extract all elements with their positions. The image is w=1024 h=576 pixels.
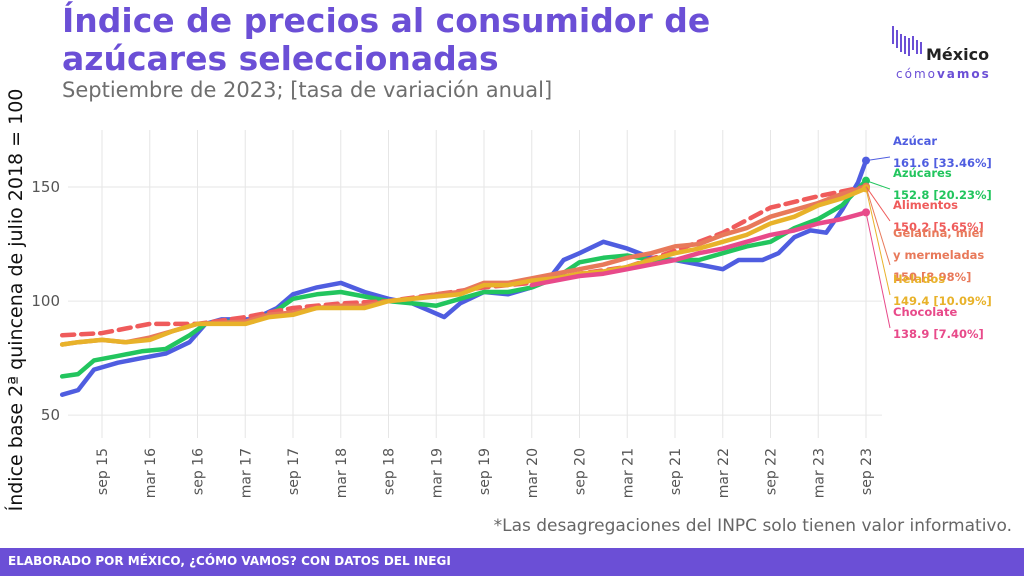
series-name-label: Alimentos [893,198,958,212]
y-tick-label: 100 [31,292,60,310]
series-value-label: 152.8 [20.23%] [893,188,992,202]
x-tick-label: mar 19 [429,448,445,498]
label-leader-line [865,186,891,266]
label-leader-line [865,180,891,190]
x-tick-label: mar 20 [525,448,541,498]
x-tick-label: sep 18 [382,448,398,495]
series-value-label: 150 [8.98%] [893,270,971,284]
x-tick-label: mar 22 [716,448,732,498]
series-value-label: 161.6 [33.46%] [893,156,992,170]
logo-name: México [926,45,989,64]
series-line [59,186,869,347]
x-tick-label: mar 16 [143,448,159,498]
chart-title: Índice de precios al consumidor de azúca… [62,1,711,78]
series-name-label: Gelatina, miel [893,226,983,240]
label-leader-line [865,212,891,329]
x-tick-label: sep 15 [95,448,111,495]
label-leader-line [865,188,891,296]
x-tick-label: sep 20 [573,448,589,495]
x-tick-label: sep 21 [668,448,684,495]
series-line [59,178,869,379]
x-tick-label: mar 18 [334,448,350,498]
chart-subtitle: Septiembre de 2023; [tasa de variación a… [62,78,553,102]
label-leader-line [865,156,891,162]
y-axis-label: Índice base 2ª quincena de julio 2018 = … [4,89,27,512]
series-name-label: Chocolate [893,305,957,319]
series-value-label: 150.2 [5.65%] [893,220,984,234]
footnote: *Las desagregaciones del INPC solo tiene… [493,516,1012,536]
footer-text: ELABORADO POR MÉXICO, ¿CÓMO VAMOS? CON D… [8,554,451,568]
footer-bar: ELABORADO POR MÉXICO, ¿CÓMO VAMOS? CON D… [0,548,1024,576]
x-tick-label: sep 17 [286,448,302,495]
series-line [529,210,869,288]
logo-bars-icon [892,26,922,56]
y-tick-label: 50 [41,406,60,424]
x-tick-label: mar 23 [811,448,827,498]
chart: 50 100 150 sep 15 mar 16 sep 16 mar 17 sep 17 ma… [4,89,992,512]
x-tick-label: sep 19 [477,448,493,495]
series-name-label: Azúcares [893,166,952,180]
series-name-label: Helados [893,272,945,286]
series-value-label: 138.9 [7.40%] [893,327,984,341]
series-line [59,184,869,347]
x-tick-label: sep 22 [764,448,780,495]
series-name-label: y mermeladas [893,248,984,262]
label-leader-line [865,186,891,222]
x-tick-label: sep 23 [859,448,875,495]
x-tick-label: mar 21 [620,448,636,498]
mexico-como-vamos-logo: México cómovamos [892,26,991,81]
x-tick-label: mar 17 [238,448,254,498]
y-tick-label: 150 [31,178,60,196]
logo-tagline-bold: vamos [937,67,991,81]
logo-tagline: cómovamos [896,67,991,81]
series-value-label: 149.4 [10.09%] [893,294,992,308]
series-line [59,158,869,397]
series-name-label: Azúcar [893,134,937,148]
logo-tagline-light: cómo [896,67,937,81]
x-tick-label: sep 16 [191,448,207,495]
